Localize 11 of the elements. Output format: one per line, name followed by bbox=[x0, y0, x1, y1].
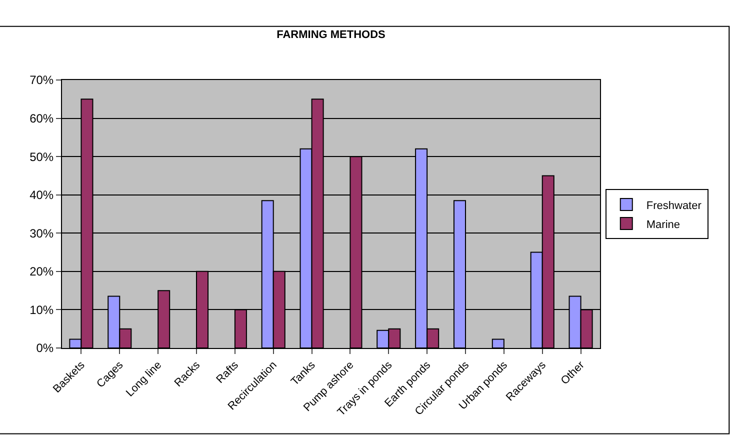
y-tick-label: 50% bbox=[30, 150, 54, 164]
y-tick-label: 70% bbox=[30, 73, 54, 88]
y-tick-label: 30% bbox=[30, 226, 54, 240]
y-tick-label: 0% bbox=[36, 341, 54, 356]
legend-label: Marine bbox=[646, 218, 680, 231]
y-tick-label: 20% bbox=[30, 264, 54, 279]
y-tick-label: 10% bbox=[30, 302, 54, 317]
chart-title: FARMING METHODS bbox=[276, 29, 386, 42]
y-tick-label: 40% bbox=[30, 188, 54, 202]
y-tick-label: 60% bbox=[30, 111, 54, 126]
legend-label: Freshwater bbox=[646, 200, 702, 212]
